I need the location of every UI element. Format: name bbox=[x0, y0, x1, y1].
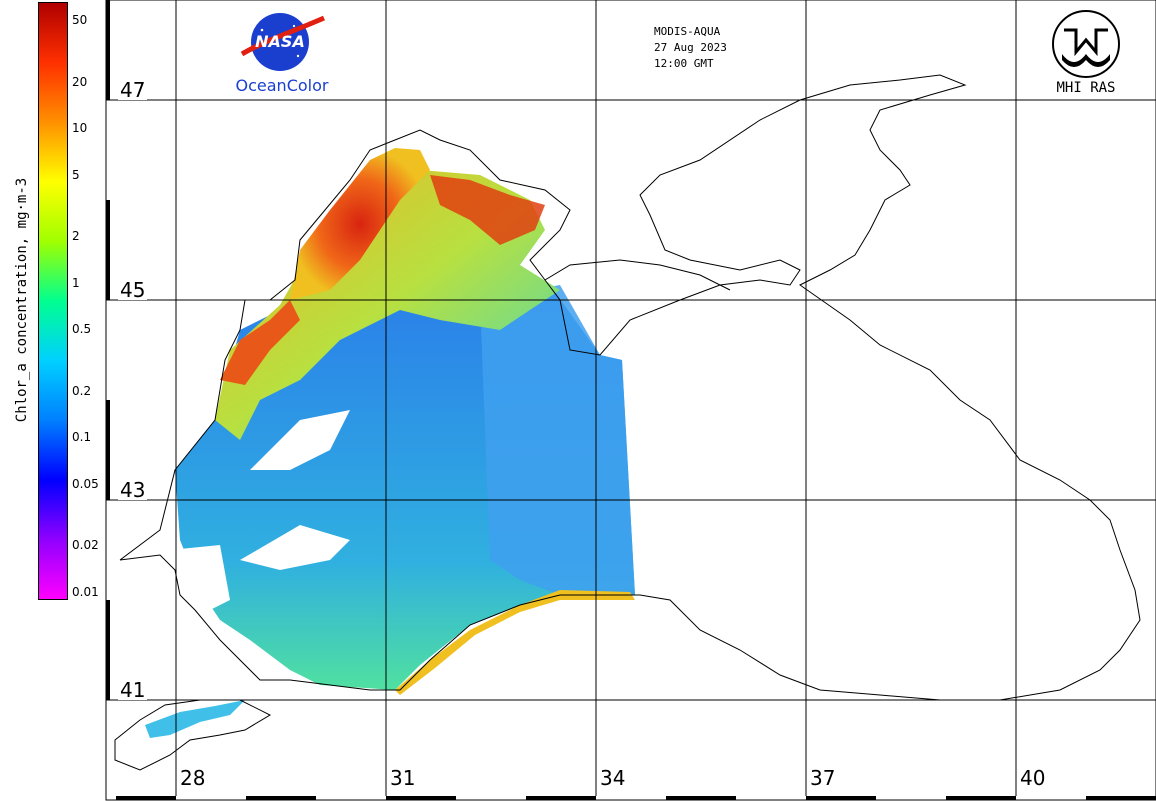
lat-label-43: 43 bbox=[118, 478, 148, 502]
colorbar-tick-label: 0.2 bbox=[72, 383, 92, 398]
date-label: 27 Aug 2023 bbox=[654, 41, 727, 54]
graticule bbox=[106, 0, 1156, 796]
chlorophyll-field-swath bbox=[480, 285, 635, 595]
nasa-logo-text: NASA bbox=[255, 32, 305, 51]
coastline-crimea bbox=[544, 259, 731, 291]
colorbar-tick-label: 0.01 bbox=[72, 585, 99, 599]
mhi-ras-text: MHI RAS bbox=[1056, 80, 1116, 96]
nasa-meatball-icon: NASA bbox=[240, 13, 326, 71]
chlorophyll-field-bloom-west bbox=[220, 300, 300, 385]
mhi-ras-logo: MHI RAS bbox=[1046, 8, 1126, 100]
chlorophyll-field-south-coast bbox=[395, 590, 635, 695]
map-ruler-left bbox=[106, 0, 110, 700]
time-label: 12:00 GMT bbox=[654, 57, 714, 70]
lat-label-41: 41 bbox=[118, 678, 148, 702]
chlorophyll-field-shelf bbox=[215, 170, 560, 440]
chlorophyll-field-marmara bbox=[145, 700, 245, 738]
lon-label-37: 37 bbox=[808, 766, 838, 790]
coastline bbox=[119, 74, 1141, 701]
colorbar-tick-label: 0.05 bbox=[72, 476, 99, 491]
colorbar-tick-label: 50 bbox=[72, 13, 88, 28]
colorbar-tick-label: 0.1 bbox=[72, 430, 92, 445]
colorbar-labels: 50 20 10 5 2 1 0.5 0.2 0.1 0.05 0.02 0.01 bbox=[68, 0, 108, 600]
cloud-gap bbox=[240, 525, 350, 570]
colorbar-tick-label: 5 bbox=[72, 167, 80, 182]
cloud-gap bbox=[170, 545, 230, 615]
chlorophyll-field-bloom-east bbox=[430, 175, 545, 245]
sensor-label: MODIS-AQUA bbox=[654, 25, 721, 38]
lon-label-31: 31 bbox=[388, 766, 418, 790]
colorbar-tick-label: 2 bbox=[72, 229, 80, 244]
nasa-oceancolor-logo: NASA OceanColor bbox=[232, 12, 332, 95]
cloud-gap bbox=[250, 410, 350, 470]
colorbar-tick-label: 0.5 bbox=[72, 322, 92, 337]
product-info: MODIS-AQUA 27 Aug 2023 12:00 GMT bbox=[654, 24, 727, 72]
lon-label-40: 40 bbox=[1018, 766, 1048, 790]
lat-label-45: 45 bbox=[118, 278, 148, 302]
lat-label-47: 47 bbox=[118, 78, 148, 102]
lon-label-28: 28 bbox=[178, 766, 208, 790]
colorbar-tick-label: 20 bbox=[72, 74, 88, 89]
map-ruler-bottom bbox=[116, 796, 1156, 800]
colorbar-tick-label: 1 bbox=[72, 275, 80, 290]
coastline-marmara bbox=[114, 699, 272, 771]
mhi-emblem-icon bbox=[1052, 10, 1120, 78]
chlorophyll-field-bloom bbox=[290, 148, 430, 300]
colorbar-tick-label: 10 bbox=[72, 121, 88, 136]
oceancolor-text: OceanColor bbox=[235, 76, 329, 95]
lon-label-34: 34 bbox=[598, 766, 628, 790]
colorbar-tick-label: 0.02 bbox=[72, 538, 99, 553]
colorbar-gradient bbox=[38, 2, 68, 600]
